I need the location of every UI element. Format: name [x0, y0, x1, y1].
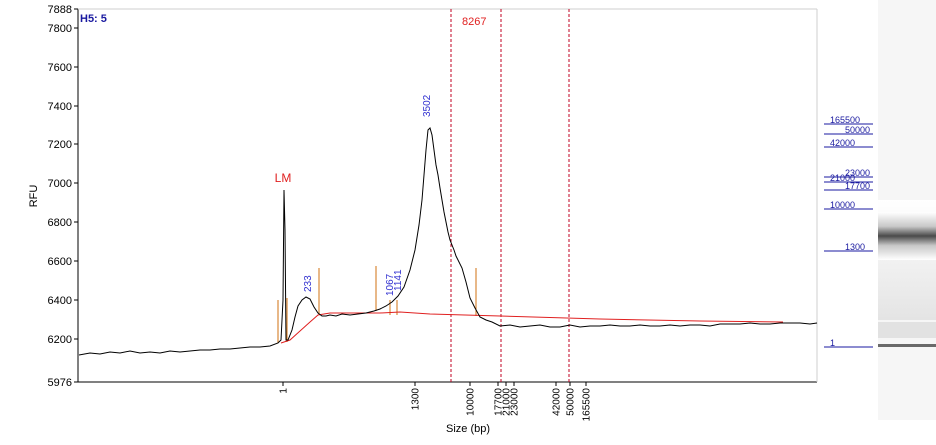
- gel-band-lower-marker: [878, 344, 936, 347]
- y-tick-label: 5976: [48, 377, 72, 389]
- y-tick-group: 5976 6200 6400 6600 6800 7000 7200 7400 7600 7800…: [48, 4, 78, 389]
- x-tick-label: 10000: [466, 388, 477, 416]
- ladder-label: 165500: [830, 115, 860, 125]
- gel-lane: [878, 0, 936, 420]
- y-tick-label: 7400: [48, 101, 72, 113]
- x-tick-label: 50000: [566, 388, 577, 416]
- x-tick-label: 165500: [582, 388, 593, 422]
- gel-band-upper: [878, 322, 936, 338]
- x-tick-label: 1300: [411, 388, 422, 411]
- peak-label-lm: LM: [275, 171, 292, 185]
- ladder-label: 21000: [830, 173, 855, 183]
- ladder-label: 50000: [845, 125, 870, 135]
- y-tick-label: 6400: [48, 295, 72, 307]
- ladder-label: 23000: [845, 168, 870, 178]
- marker-label-8267: 8267: [462, 16, 486, 28]
- ladder-label: 1300: [845, 242, 865, 252]
- y-tick-label: 7000: [48, 178, 72, 190]
- y-tick-label: 7888: [48, 4, 72, 16]
- y-axis-label: RFU: [28, 185, 40, 208]
- baseline-line: [280, 311, 784, 344]
- x-tick-label: 23000: [510, 388, 521, 416]
- peak-label-1067: 1067: [385, 273, 396, 296]
- ladder-label: 42000: [830, 138, 855, 148]
- x-tick-label: 1: [279, 388, 290, 394]
- gel-band-main: [878, 212, 936, 260]
- peak-label-1141: 1141: [393, 269, 404, 291]
- y-tick-label: 6600: [48, 256, 72, 268]
- y-tick-label: 7200: [48, 139, 72, 151]
- peak-label-233: 233: [303, 275, 314, 292]
- plot-area: [78, 9, 817, 382]
- y-tick-label: 7800: [48, 23, 72, 35]
- y-tick-label: 7600: [48, 62, 72, 74]
- ladder-label: 1: [830, 338, 835, 348]
- peak-label-3502: 3502: [422, 94, 433, 117]
- ladder-label: 10000: [830, 200, 855, 210]
- signal-trace: [78, 127, 818, 356]
- y-tick-label: 6200: [48, 334, 72, 346]
- x-axis-label: Size (bp): [446, 423, 490, 435]
- well-label: H5: 5: [80, 13, 107, 25]
- ladder-label: 17700: [845, 181, 870, 191]
- x-tick-label: 42000: [552, 388, 563, 416]
- x-tick-label: 17700: [494, 388, 505, 416]
- x-tick-label: 21000: [502, 388, 513, 416]
- y-tick-label: 6800: [48, 217, 72, 229]
